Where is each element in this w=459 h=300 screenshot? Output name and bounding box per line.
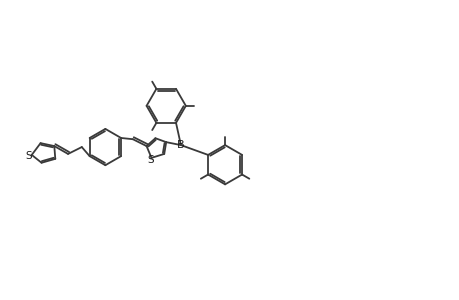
Text: S: S — [25, 151, 32, 161]
Text: S: S — [147, 155, 153, 165]
Text: B: B — [177, 140, 185, 150]
